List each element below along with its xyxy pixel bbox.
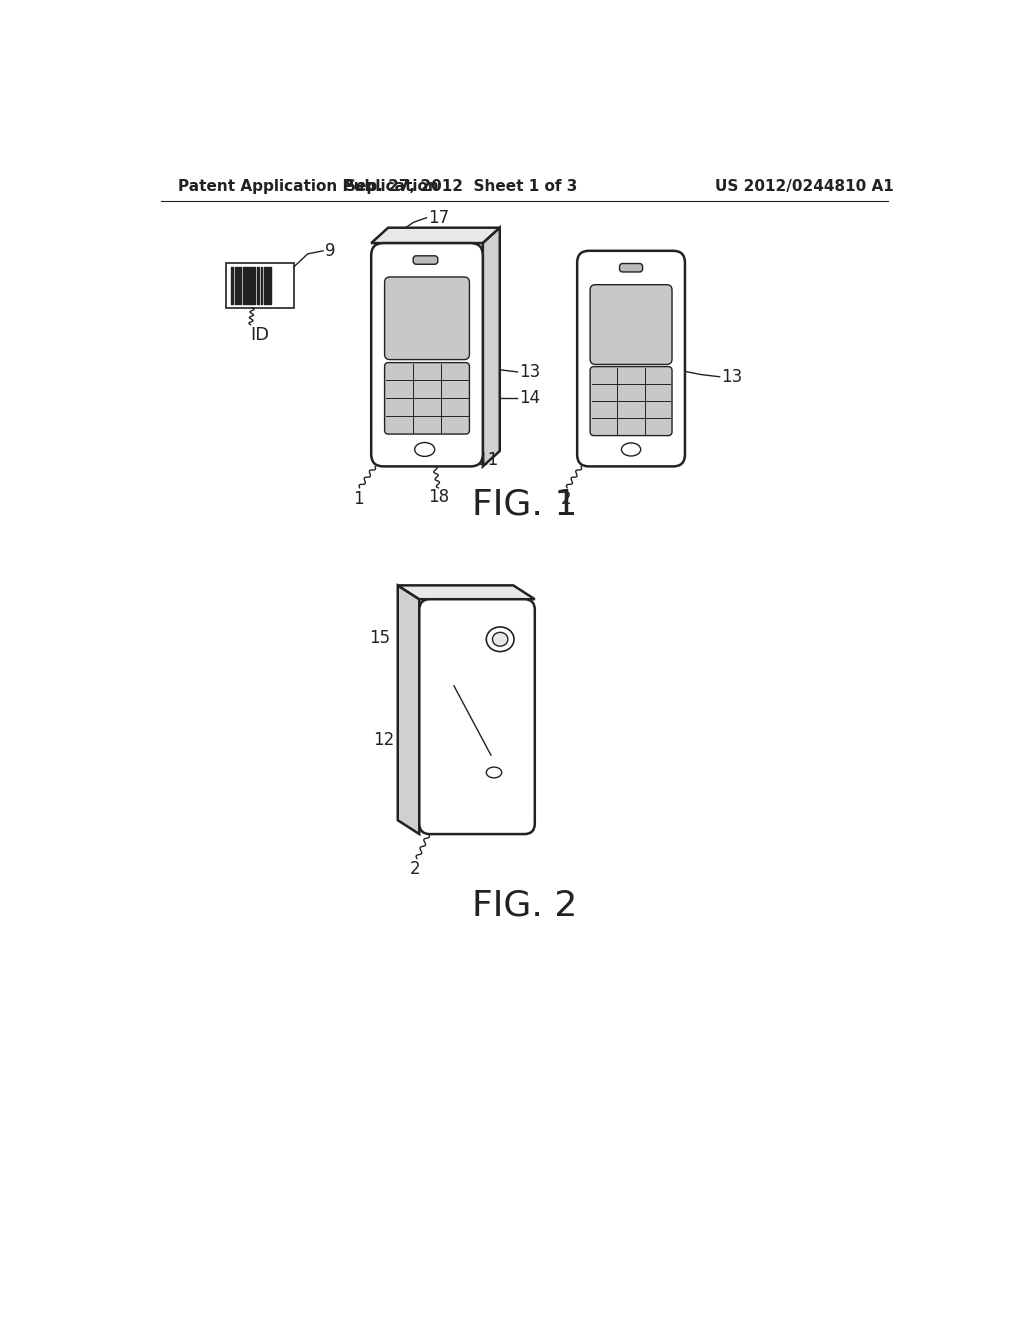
FancyBboxPatch shape xyxy=(590,285,672,364)
Text: Sep. 27, 2012  Sheet 1 of 3: Sep. 27, 2012 Sheet 1 of 3 xyxy=(345,180,578,194)
Text: US 2012/0244810 A1: US 2012/0244810 A1 xyxy=(715,180,894,194)
FancyBboxPatch shape xyxy=(371,243,483,466)
Polygon shape xyxy=(371,227,500,243)
Bar xyxy=(226,263,294,308)
Text: 9: 9 xyxy=(326,242,336,260)
Polygon shape xyxy=(397,585,535,599)
Text: 17: 17 xyxy=(428,209,450,227)
Text: 11: 11 xyxy=(477,451,499,469)
Text: 12: 12 xyxy=(373,731,394,748)
Text: 15: 15 xyxy=(370,628,390,647)
Ellipse shape xyxy=(622,444,641,455)
Text: FIG. 1: FIG. 1 xyxy=(472,488,578,521)
Ellipse shape xyxy=(415,442,435,457)
FancyBboxPatch shape xyxy=(578,251,685,466)
Text: ID: ID xyxy=(250,326,269,345)
Ellipse shape xyxy=(486,767,502,777)
FancyBboxPatch shape xyxy=(590,367,672,436)
Text: 2: 2 xyxy=(411,861,421,879)
Text: 14: 14 xyxy=(519,389,540,408)
Ellipse shape xyxy=(493,632,508,647)
Text: 2: 2 xyxy=(560,490,571,508)
FancyBboxPatch shape xyxy=(620,264,643,272)
Ellipse shape xyxy=(486,627,514,652)
FancyBboxPatch shape xyxy=(385,363,469,434)
Text: FIG. 2: FIG. 2 xyxy=(472,888,578,923)
FancyBboxPatch shape xyxy=(413,256,438,264)
Text: 18: 18 xyxy=(428,488,450,506)
Polygon shape xyxy=(397,585,419,834)
Text: Patent Application Publication: Patent Application Publication xyxy=(178,180,439,194)
FancyBboxPatch shape xyxy=(419,599,535,834)
FancyBboxPatch shape xyxy=(385,277,469,359)
Text: 13: 13 xyxy=(519,363,541,381)
Polygon shape xyxy=(483,227,500,466)
Text: 1: 1 xyxy=(353,490,364,508)
Text: 13: 13 xyxy=(721,368,742,385)
